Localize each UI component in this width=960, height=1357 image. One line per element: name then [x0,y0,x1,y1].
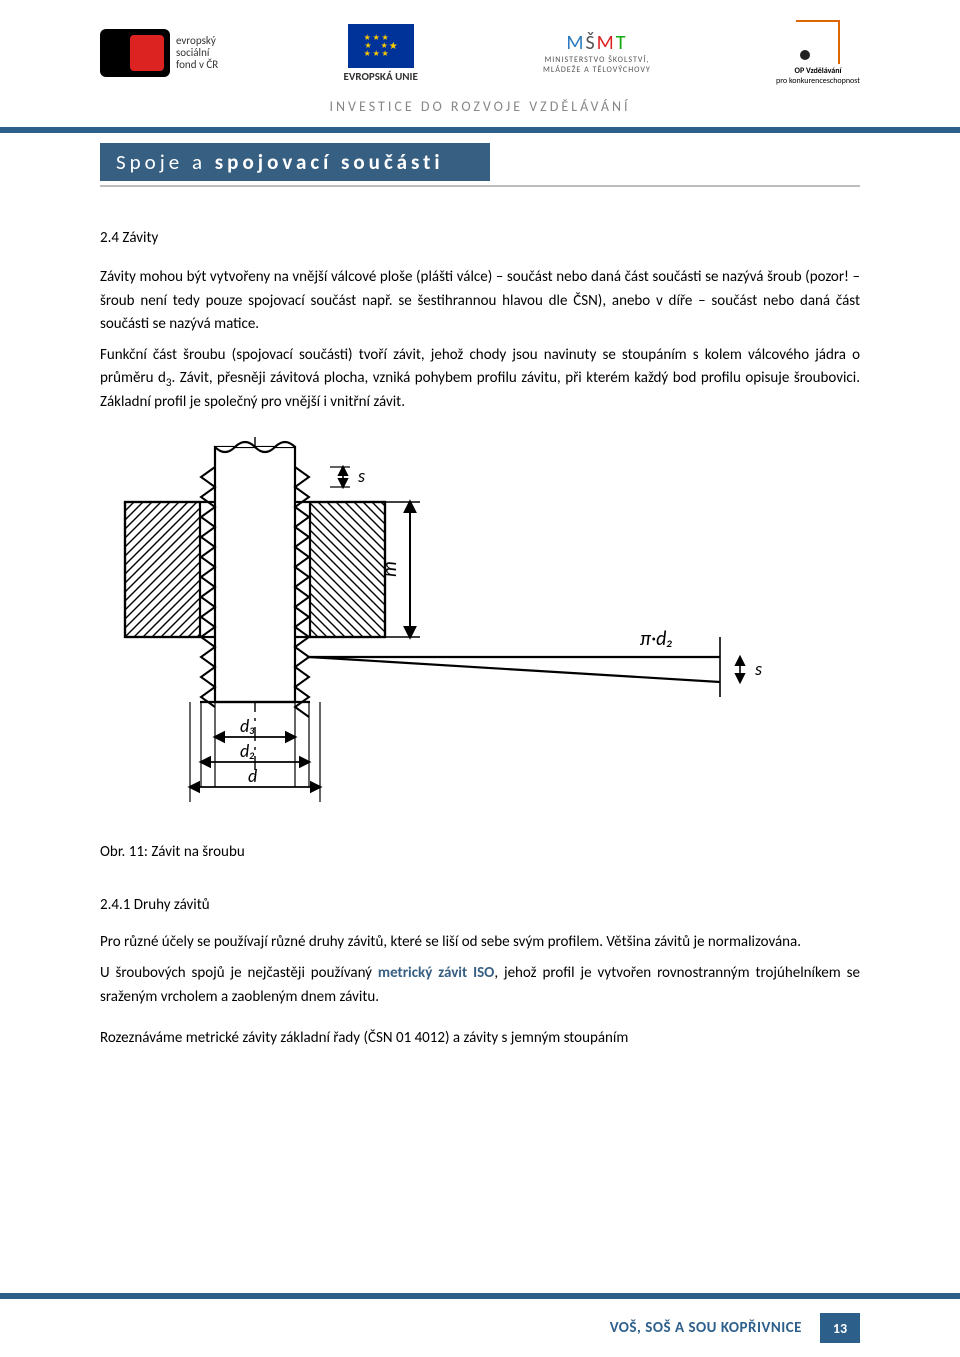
msmt-mark: MŠMT [543,31,651,55]
dim-label-d2: d₂ [240,740,255,762]
dim-label-s: s [358,465,365,487]
title-bold: spojovací součásti [215,149,444,175]
chapter-title-bar: Spoje a spojovací součásti [100,143,490,181]
page: evropský sociální fond v ČR ★ ★ ★★ ★★ ★ … [0,0,960,1357]
footer-bar: VOŠ, SOŠ A SOU KOPŘIVNICE 13 [0,1313,960,1343]
op-sub: pro konkurenceschopnost [776,76,860,86]
footer-school: VOŠ, SOŠ A SOU KOPŘIVNICE [610,1319,802,1337]
dim-label-pid2: π·d₂ [640,627,673,651]
dim-label-m: m [378,561,402,577]
eu-label: EVROPSKÁ UNIE [343,70,417,83]
logo-eu: ★ ★ ★★ ★★ ★ ★ EVROPSKÁ UNIE [343,24,417,83]
p2-part-b: . Závit, přesněji závitová plocha, vznik… [100,369,860,411]
esf-line3: fond v ČR [176,59,218,71]
content: 2.4 Závity Závity mohou být vytvořeny na… [0,187,960,1078]
msmt-sub1: MINISTERSTVO ŠKOLSTVÍ, [543,55,651,65]
heading-2-4-1: 2.4.1 Druhy závitů [100,894,860,917]
op-label: OP Vzdělávání [776,66,860,76]
logo-msmt: MŠMT MINISTERSTVO ŠKOLSTVÍ, MLÁDEŽE A TĚ… [543,31,651,75]
paragraph-2: Funkční část šroubu (spojovací součásti)… [100,344,860,415]
paragraph-5: Rozeznáváme metrické závity základní řad… [100,1027,860,1050]
figure-11: s m π·d₂ s [100,437,860,817]
figure-caption: Obr. 11: Závit na šroubu [100,841,860,864]
dim-label-d: d [248,765,257,787]
paragraph-3: Pro různé účely se používají různé druhy… [100,931,860,954]
title-prefix: Spoje a [116,149,215,175]
dim-label-s-right: s [755,658,762,680]
eu-flag-icon: ★ ★ ★★ ★★ ★ ★ [348,24,414,68]
logo-op: OP Vzdělávání pro konkurenceschopnost [776,20,860,86]
heading-2-4: 2.4 Závity [100,227,860,250]
title-bar-wrap: Spoje a spojovací součásti [0,133,960,185]
p4a: U šroubových spojů je nejčastěji používa… [100,964,378,982]
header-logo-strip: evropský sociální fond v ČR ★ ★ ★★ ★★ ★ … [0,0,960,94]
logo-esf: evropský sociální fond v ČR [100,29,218,77]
msmt-sub2: MLÁDEŽE A TĚLOVÝCHOVY [543,65,651,75]
page-number: 13 [820,1313,860,1343]
thread-diagram-svg: s m π·d₂ s [100,437,800,817]
header-tagline: INVESTICE DO ROZVOJE VZDĚLÁVÁNÍ [0,94,960,127]
p4b-bold: metrický závit ISO [378,964,494,982]
esf-text: evropský sociální fond v ČR [176,35,218,71]
op-icon [796,20,840,64]
footer-rule [0,1293,960,1299]
paragraph-1: Závity mohou být vytvořeny na vnější vál… [100,266,860,336]
paragraph-4: U šroubových spojů je nejčastěji používa… [100,962,860,1009]
esf-icon [100,29,170,77]
dim-label-d3: d₃ [240,715,255,737]
